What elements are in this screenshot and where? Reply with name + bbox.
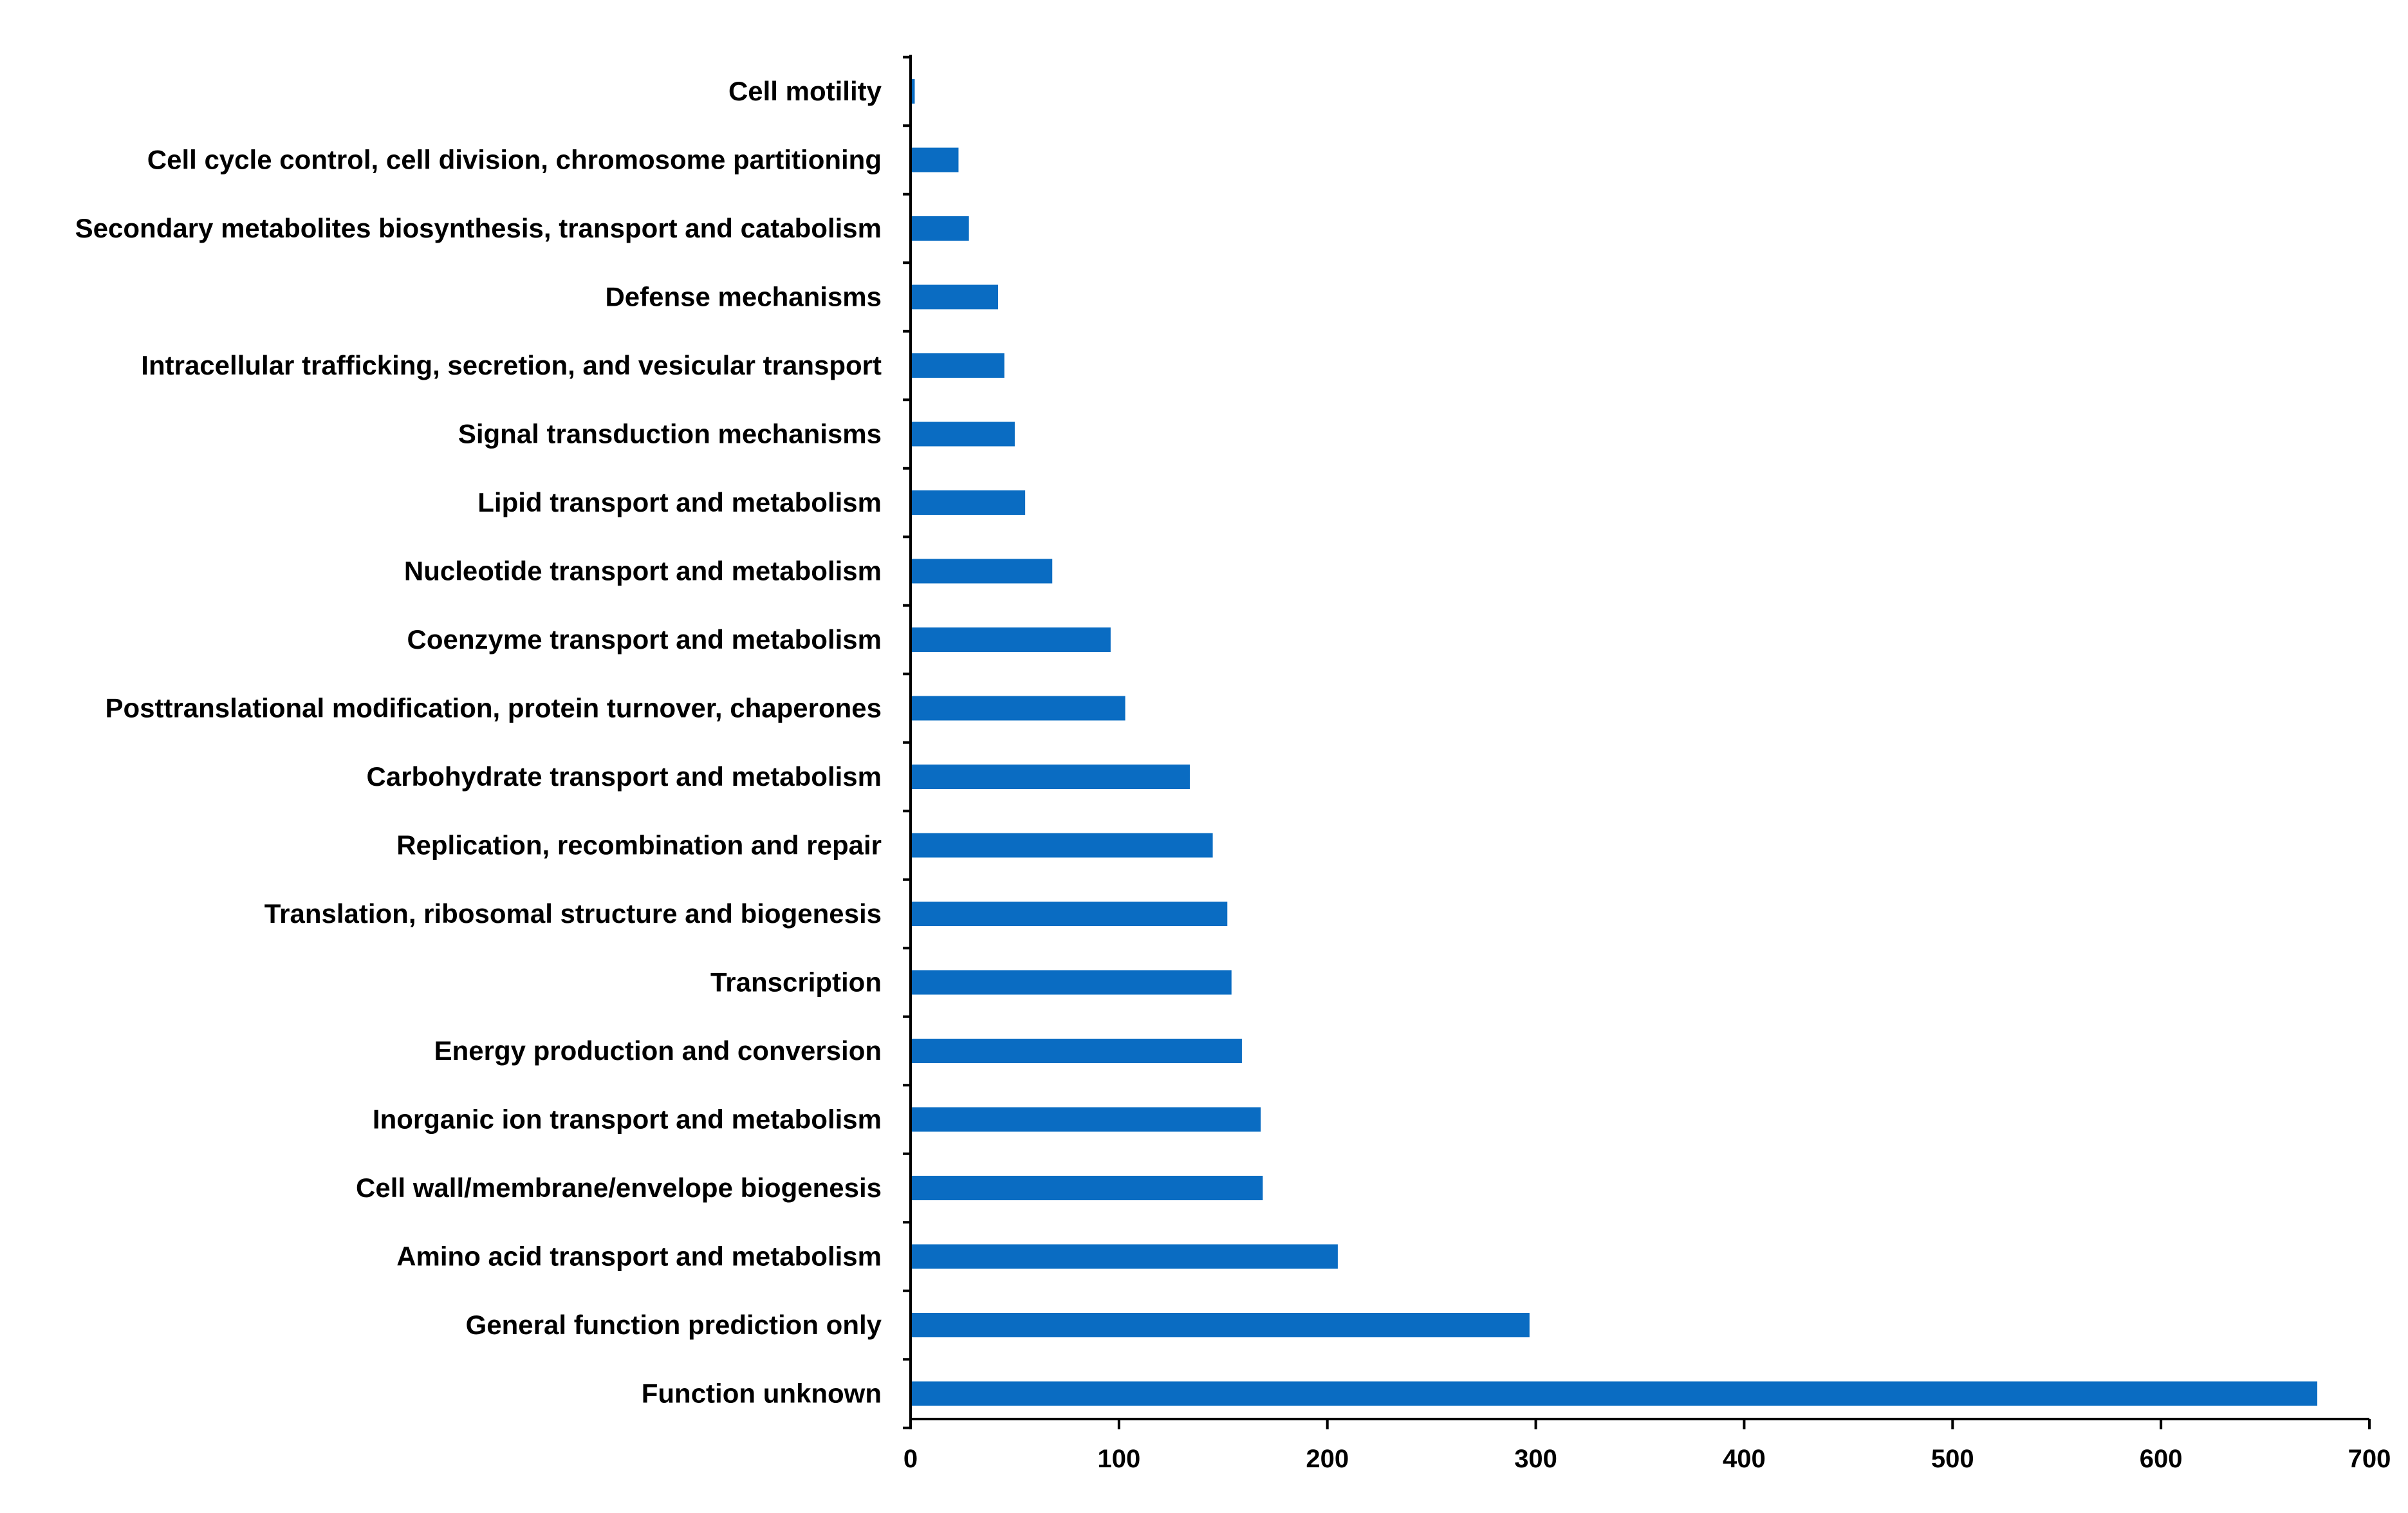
category-label-12: Translation, ribosomal structure and bio… [264, 898, 882, 929]
category-label-9: Posttranslational modification, protein … [105, 693, 882, 723]
bar-19 [911, 1381, 2318, 1406]
bar-8 [911, 627, 1111, 652]
bar-1 [911, 147, 959, 172]
category-label-5: Signal transduction mechanisms [458, 419, 882, 449]
category-label-11: Replication, recombination and repair [396, 830, 882, 860]
category-label-3: Defense mechanisms [605, 282, 882, 312]
bar-15 [911, 1107, 1261, 1132]
category-label-0: Cell motility [728, 76, 882, 106]
category-label-15: Inorganic ion transport and metabolism [373, 1104, 882, 1135]
x-tick-label-3: 300 [1514, 1445, 1557, 1473]
x-tick-label-0: 0 [903, 1445, 918, 1473]
category-label-16: Cell wall/membrane/envelope biogenesis [356, 1173, 882, 1203]
axes-group [903, 55, 2371, 1429]
bar-4 [911, 353, 1005, 378]
x-tick-label-1: 100 [1097, 1445, 1140, 1473]
category-label-6: Lipid transport and metabolism [477, 487, 882, 517]
category-label-4: Intracellular trafficking, secretion, an… [141, 350, 882, 380]
bar-13 [911, 970, 1232, 995]
bar-9 [911, 696, 1125, 721]
x-tick-label-5: 500 [1931, 1445, 1974, 1473]
category-label-18: General function prediction only [466, 1310, 882, 1340]
bar-12 [911, 902, 1228, 926]
category-label-10: Carbohydrate transport and metabolism [367, 761, 882, 792]
category-label-19: Function unknown [642, 1378, 882, 1409]
x-tick-label-7: 700 [2348, 1445, 2391, 1473]
category-label-14: Energy production and conversion [434, 1035, 882, 1066]
category-label-17: Amino acid transport and metabolism [396, 1241, 882, 1272]
bars-group [911, 79, 2318, 1406]
bar-7 [911, 559, 1053, 584]
bar-16 [911, 1176, 1263, 1200]
category-label-1: Cell cycle control, cell division, chrom… [147, 145, 882, 175]
category-label-2: Secondary metabolites biosynthesis, tran… [75, 213, 882, 243]
x-tick-labels: 0 100 200 300 400 500 600 700 [903, 1445, 2391, 1473]
category-label-8: Coenzyme transport and metabolism [407, 624, 882, 654]
x-tick-label-2: 200 [1306, 1445, 1349, 1473]
category-label-13: Transcription [710, 967, 882, 998]
bar-14 [911, 1039, 1242, 1063]
bar-17 [911, 1244, 1338, 1269]
bar-10 [911, 765, 1190, 789]
category-label-7: Nucleotide transport and metabolism [404, 556, 882, 586]
category-labels: Cell motility Cell cycle control, cell di… [75, 76, 882, 1409]
bar-11 [911, 833, 1213, 858]
bar-2 [911, 216, 969, 241]
bar-5 [911, 422, 1015, 447]
x-tick-label-6: 600 [2140, 1445, 2183, 1473]
bar-0 [911, 79, 915, 104]
bar-3 [911, 284, 999, 310]
bar-6 [911, 490, 1026, 515]
bar-18 [911, 1313, 1530, 1337]
x-tick-label-4: 400 [1723, 1445, 1766, 1473]
